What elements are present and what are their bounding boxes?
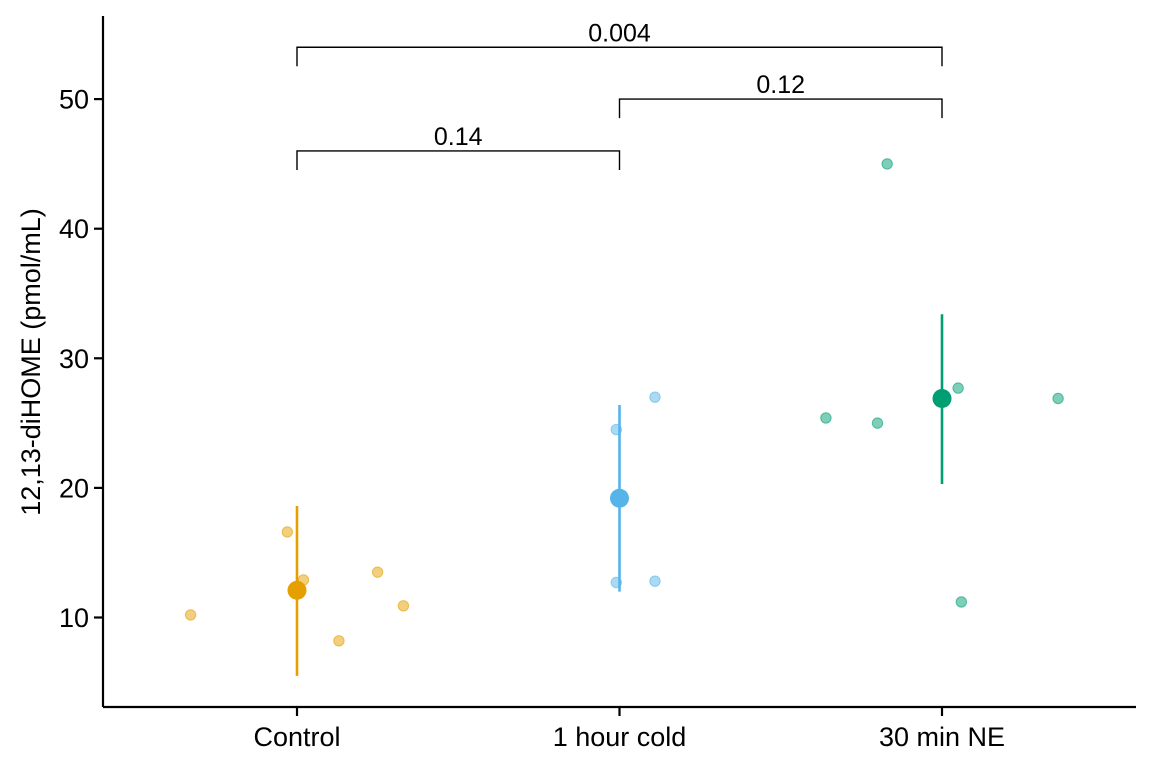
data-point xyxy=(397,600,410,612)
comparison-bracket xyxy=(296,46,943,67)
y-tick-label: 50 xyxy=(59,85,89,115)
data-point xyxy=(820,412,832,424)
data-points xyxy=(184,158,1064,647)
p-value-label: 0.14 xyxy=(434,123,483,151)
data-point xyxy=(881,158,893,170)
mean-point xyxy=(287,580,307,600)
data-point xyxy=(333,635,345,647)
data-point xyxy=(649,391,661,403)
y-tick-label: 30 xyxy=(59,344,89,374)
x-tick-label: 1 hour cold xyxy=(553,722,687,752)
data-point xyxy=(371,566,384,578)
mean-point xyxy=(932,388,952,408)
p-value-label: 0.004 xyxy=(588,19,651,47)
x-tick-label: 30 min NE xyxy=(879,722,1005,752)
axes: 10 20 30 40 50 Control 1 hour cold 30 min NE xyxy=(59,16,1136,752)
data-point xyxy=(1052,392,1064,405)
summary-stats xyxy=(287,314,952,676)
y-tick-label: 10 xyxy=(59,603,89,633)
comparison-brackets: 0.14 0.12 0.004 xyxy=(296,19,943,170)
data-point xyxy=(649,575,661,587)
comparison-bracket xyxy=(296,150,621,170)
data-point xyxy=(871,417,884,429)
x-tick-label: Control xyxy=(253,722,340,752)
data-point xyxy=(281,526,294,538)
y-tick-label: 40 xyxy=(59,214,89,244)
mean-point xyxy=(610,488,629,508)
data-point xyxy=(952,382,964,394)
p-value-label: 0.12 xyxy=(756,71,805,99)
data-point xyxy=(184,609,197,621)
y-tick-label: 20 xyxy=(59,473,89,503)
y-axis-label: 12,13-diHOME (pmol/mL) xyxy=(16,208,46,516)
comparison-bracket xyxy=(618,98,943,119)
data-point xyxy=(955,596,968,608)
